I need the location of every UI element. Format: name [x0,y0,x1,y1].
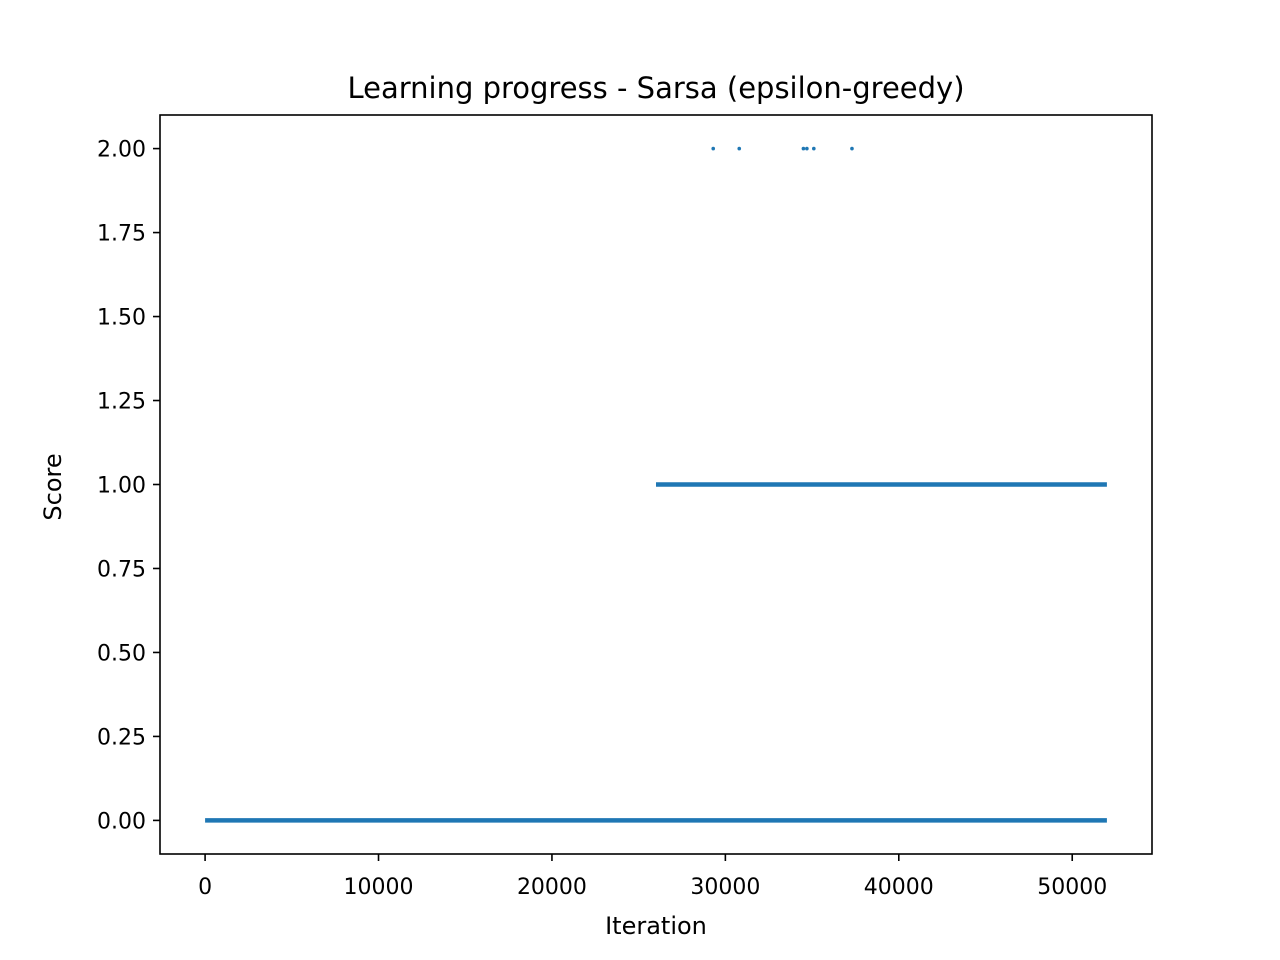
plot-marks [205,146,1107,823]
y-tick-label: 1.00 [97,474,146,499]
y-tick-label: 0.75 [97,557,146,582]
y-tick-label: 1.75 [97,222,146,247]
data-point [801,146,806,151]
y-axis-label: Score [39,453,67,520]
y-tick-label: 0.00 [97,809,146,834]
x-tick-label: 40000 [864,875,934,900]
x-tick-label: 20000 [517,875,587,900]
data-point [805,146,809,151]
y-axis: 0.00 0.25 0.50 0.75 1.00 1.25 1.50 1.75 2.00 [97,138,160,834]
x-tick-label: 30000 [690,875,760,900]
x-axis: 0 10000 20000 30000 40000 50000 [198,854,1107,900]
data-point [711,146,716,151]
x-tick-label: 50000 [1037,875,1107,900]
y-tick-label: 1.50 [97,306,146,331]
y-tick-label: 2.00 [97,138,146,163]
data-point [737,146,742,151]
data-point [812,146,816,151]
x-tick-label: 0 [198,875,212,900]
data-point [850,146,854,151]
chart-title: Learning progress - Sarsa (epsilon-greed… [347,71,964,105]
y-tick-label: 1.25 [97,390,146,415]
x-axis-label: Iteration [605,912,707,940]
y-tick-label: 0.25 [97,725,146,750]
y-tick-label: 0.50 [97,641,146,666]
x-tick-label: 10000 [344,875,414,900]
